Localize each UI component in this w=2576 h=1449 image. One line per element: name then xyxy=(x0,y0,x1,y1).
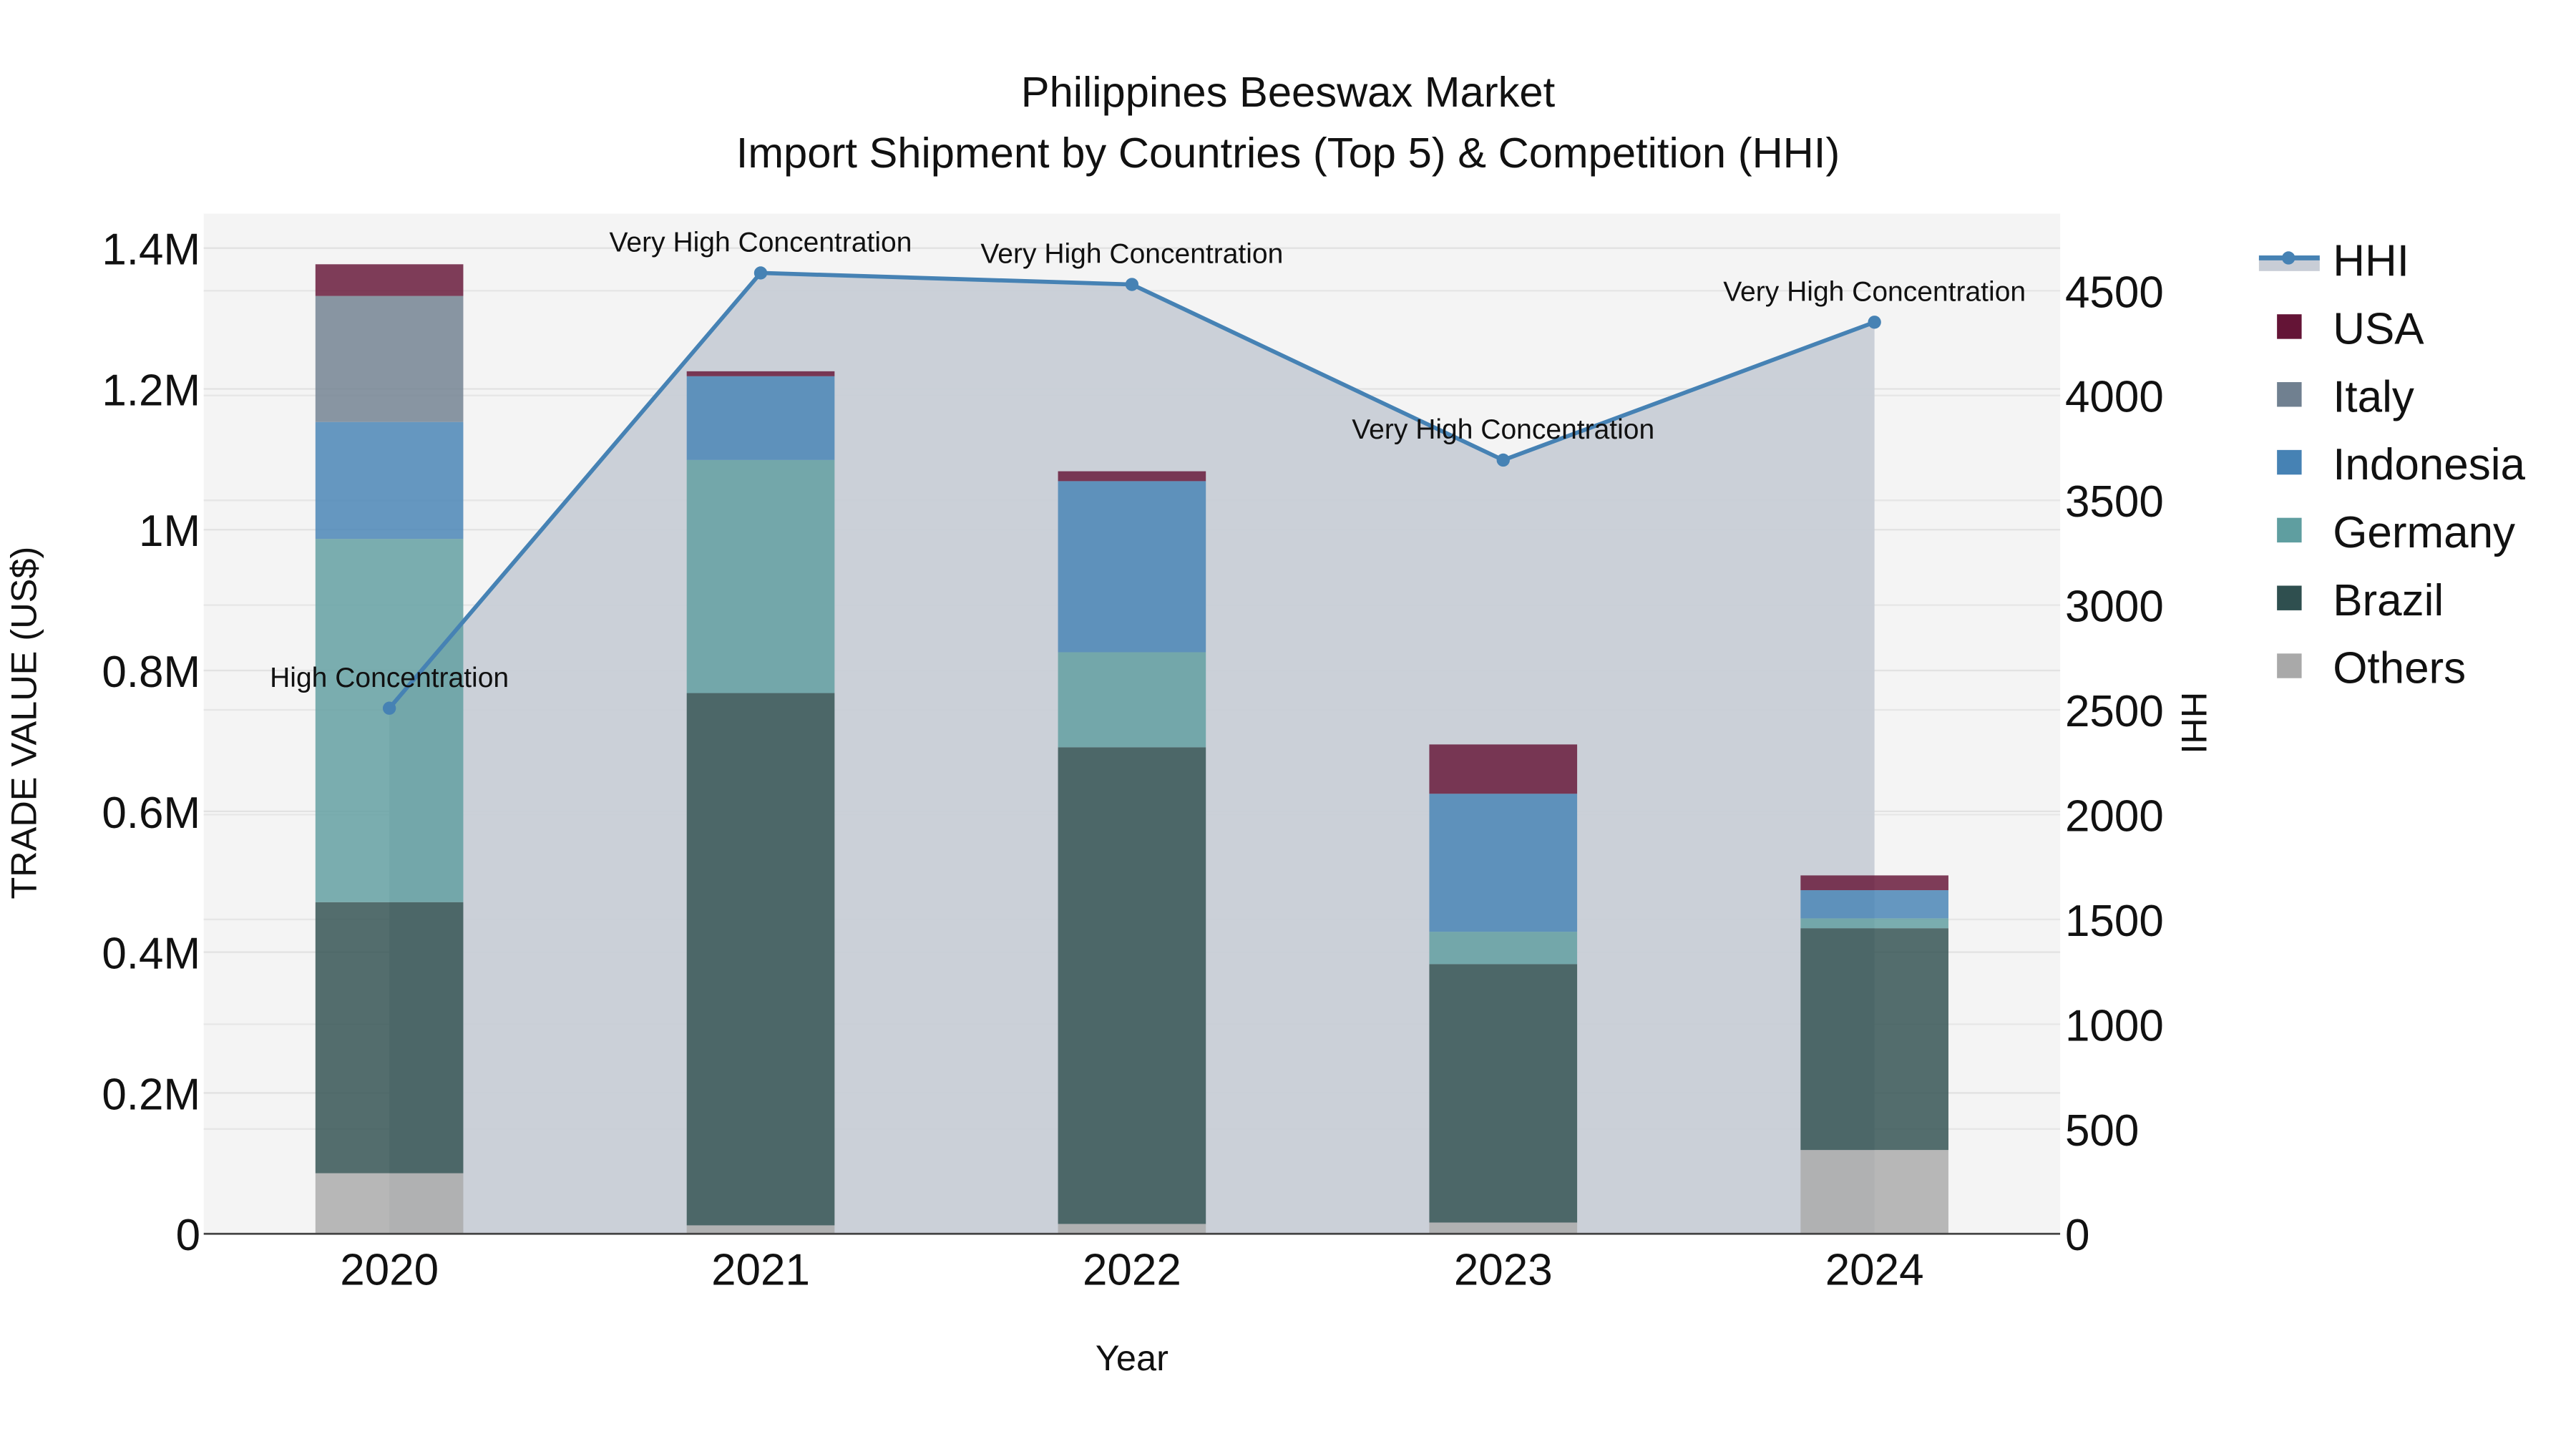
bar-segment-indonesia-2024 xyxy=(1800,890,1948,919)
y-tick-label: 0.8M xyxy=(102,648,200,697)
y2-tick-label: 3000 xyxy=(2065,582,2164,632)
legend-label: Indonesia xyxy=(2333,440,2525,489)
legend-label: Italy xyxy=(2333,372,2414,421)
y2-tick-label: 4000 xyxy=(2065,373,2164,422)
x-tick-label: 2024 xyxy=(1825,1245,1924,1294)
y-tick-label: 1.4M xyxy=(102,225,200,275)
hhi-annotation: Very High Concentration xyxy=(1352,414,1654,445)
y2-tick-label: 500 xyxy=(2065,1106,2139,1156)
hhi-line xyxy=(382,266,1881,715)
hhi-point xyxy=(1496,453,1510,467)
y-tick-label: 0.4M xyxy=(102,930,200,979)
bar-segment-germany-2024 xyxy=(1800,918,1948,929)
x-axis-ticks: 2020 2021 2022 2023 2024 xyxy=(340,1245,1923,1294)
hhi-point xyxy=(1868,316,1881,329)
bar-segment-usa-2024 xyxy=(1800,875,1948,891)
bar-segment-others-2024 xyxy=(1800,1150,1948,1234)
legend-label: USA xyxy=(2333,305,2424,354)
bar-segment-brazil-2024 xyxy=(1800,928,1948,1151)
legend-label: Brazil xyxy=(2333,576,2444,625)
y-tick-label: 0 xyxy=(176,1211,200,1260)
y2-tick-label: 1500 xyxy=(2065,897,2164,946)
legend-item-hhi[interactable]: HHI xyxy=(2258,237,2409,286)
bar-segment-usa-2020 xyxy=(315,264,464,296)
hhi-annotation: Very High Concentration xyxy=(610,228,912,258)
bar-segment-indonesia-2021 xyxy=(686,376,835,460)
legend-item-others[interactable]: Others xyxy=(2277,644,2466,693)
legend-item-usa[interactable]: USA xyxy=(2277,305,2424,354)
y-tick-label: 1.2M xyxy=(102,366,200,415)
legend-item-brazil[interactable]: Brazil xyxy=(2277,576,2444,625)
chart-title-line2: Import Shipment by Countries (Top 5) & C… xyxy=(736,129,1840,177)
legend-label: Germany xyxy=(2333,508,2515,557)
hhi-annotation: Very High Concentration xyxy=(1723,276,2026,307)
hhi-point xyxy=(1125,278,1139,291)
y2-tick-label: 0 xyxy=(2065,1211,2089,1260)
legend-item-italy[interactable]: Italy xyxy=(2277,372,2414,421)
bar-segment-usa-2021 xyxy=(686,371,835,376)
legend-label: Others xyxy=(2333,644,2466,693)
bar-segment-germany-2023 xyxy=(1429,932,1578,965)
bar-segment-germany-2020 xyxy=(315,539,464,902)
bar-segment-indonesia-2022 xyxy=(1058,481,1206,653)
bar-segment-brazil-2023 xyxy=(1429,964,1578,1223)
y-tick-label: 0.6M xyxy=(102,789,200,838)
y-axis-ticks: 0 0.2M 0.4M 0.6M 0.8M 1M 1.2M 1.4M xyxy=(102,225,200,1261)
bar-segment-usa-2023 xyxy=(1429,744,1578,794)
bar-segment-others-2021 xyxy=(686,1225,835,1234)
legend-label: HHI xyxy=(2333,237,2409,286)
x-tick-label: 2020 xyxy=(340,1245,439,1294)
y2-axis-title: HHI xyxy=(2174,692,2215,754)
y-tick-label: 0.2M xyxy=(102,1070,200,1119)
chart-title-line1: Philippines Beeswax Market xyxy=(1021,68,1556,116)
bar-segment-indonesia-2020 xyxy=(315,421,464,540)
hhi-annotations: High Concentration Very High Concentratio… xyxy=(270,228,2026,693)
hhi-annotation: High Concentration xyxy=(270,663,509,693)
y2-tick-label: 1000 xyxy=(2065,1001,2164,1050)
y-tick-label: 1M xyxy=(139,507,200,556)
x-tick-label: 2021 xyxy=(711,1245,810,1294)
bar-segment-brazil-2020 xyxy=(315,902,464,1174)
x-tick-label: 2022 xyxy=(1083,1245,1181,1294)
bar-segment-brazil-2021 xyxy=(686,693,835,1226)
y2-axis-ticks: 0 500 1000 1500 2000 2500 3000 3500 4000 4500 xyxy=(2065,268,2164,1260)
legend: HHI USA Italy Indonesia Germany Brazil Others xyxy=(2258,237,2525,693)
bar-segment-brazil-2022 xyxy=(1058,747,1206,1224)
bar-segment-italy-2020 xyxy=(315,296,464,422)
stacked-bars xyxy=(315,264,1948,1234)
bar-segment-usa-2022 xyxy=(1058,471,1206,482)
y2-tick-label: 2500 xyxy=(2065,687,2164,736)
x-tick-label: 2023 xyxy=(1454,1245,1553,1294)
y2-tick-label: 3500 xyxy=(2065,477,2164,527)
bar-segment-others-2023 xyxy=(1429,1222,1578,1234)
hhi-annotation: Very High Concentration xyxy=(980,239,1283,270)
bar-segment-indonesia-2023 xyxy=(1429,794,1578,932)
hhi-point xyxy=(382,701,396,715)
bar-segment-others-2022 xyxy=(1058,1224,1206,1234)
bar-segment-others-2020 xyxy=(315,1173,464,1234)
legend-item-germany[interactable]: Germany xyxy=(2277,508,2515,557)
x-axis-title: Year xyxy=(1096,1337,1169,1378)
legend-item-indonesia[interactable]: Indonesia xyxy=(2277,440,2525,489)
bar-segment-germany-2022 xyxy=(1058,652,1206,748)
hhi-point xyxy=(753,266,768,280)
y2-tick-label: 2000 xyxy=(2065,791,2164,841)
bar-segment-germany-2021 xyxy=(686,459,835,693)
y2-tick-label: 4500 xyxy=(2065,268,2164,317)
y-axis-title: TRADE VALUE (US$) xyxy=(4,547,44,899)
